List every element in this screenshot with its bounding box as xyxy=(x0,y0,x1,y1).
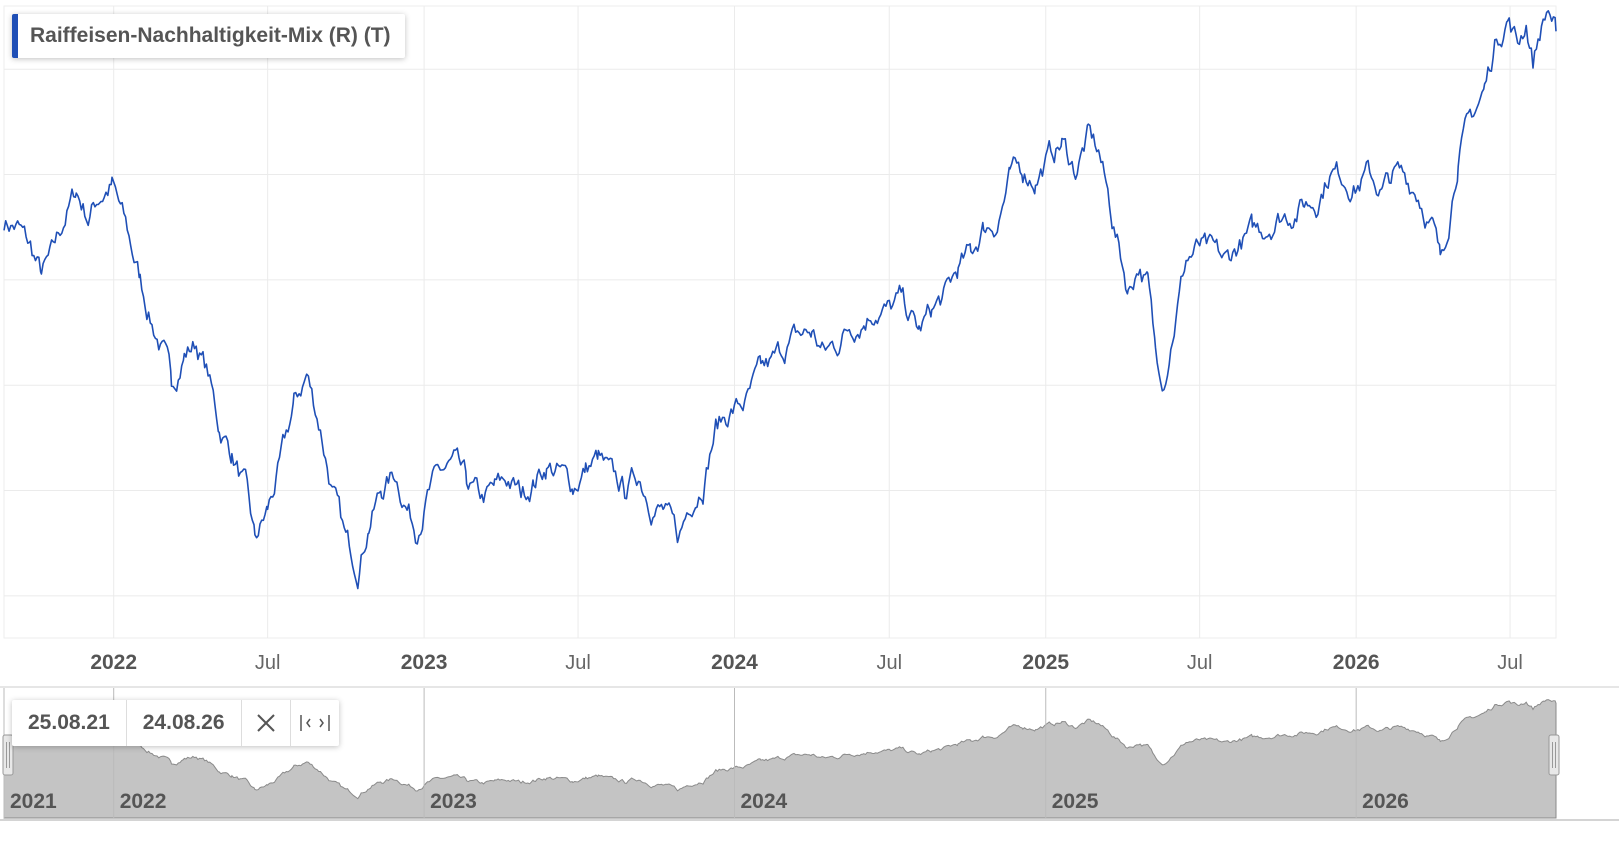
legend-swatch xyxy=(12,14,18,58)
x-tick-label: Jul xyxy=(876,652,902,674)
x-tick-label: 2022 xyxy=(90,651,137,674)
x-tick-label: Jul xyxy=(1497,652,1523,674)
pan-range-icon xyxy=(299,715,330,731)
navigator-tick-label: 2022 xyxy=(120,790,167,813)
x-tick-label: Jul xyxy=(255,652,281,674)
grid xyxy=(3,5,1557,639)
x-tick-label: Jul xyxy=(565,652,591,674)
x-axis: 2022 Jul 2023 Jul 2024 Jul 2025 Jul 2026 Jul xyxy=(90,651,1523,674)
navigator-tick-label: 2023 xyxy=(430,790,477,813)
pan-range-button[interactable] xyxy=(291,700,339,746)
x-tick-label: 2025 xyxy=(1022,651,1069,674)
range-selector: 25.08.21 24.08.26 xyxy=(12,700,339,746)
legend[interactable]: Raiffeisen-Nachhaltigkeit-Mix (R) (T) xyxy=(12,14,405,58)
x-tick-label: 2024 xyxy=(711,651,758,674)
navigator-handle-left[interactable] xyxy=(2,734,14,776)
x-tick-label: 2026 xyxy=(1333,651,1380,674)
navigator-handle-right[interactable] xyxy=(1548,734,1560,776)
range-to-input[interactable]: 24.08.26 xyxy=(127,700,242,746)
handle-grip[interactable] xyxy=(2,734,14,776)
series-layer xyxy=(3,10,1557,590)
legend-label: Raiffeisen-Nachhaltigkeit-Mix (R) (T) xyxy=(30,24,391,47)
navigator-tick-label: 2025 xyxy=(1052,790,1099,813)
plot-area xyxy=(3,5,1557,639)
navigator-area xyxy=(3,699,1557,819)
series-line xyxy=(3,10,1557,590)
close-icon xyxy=(256,714,275,732)
navigator-tick-label: 2024 xyxy=(741,790,788,813)
navigator-tick-label: 2026 xyxy=(1362,790,1409,813)
reset-range-button[interactable] xyxy=(242,700,291,746)
handle-grip[interactable] xyxy=(1548,734,1560,776)
x-tick-label: 2023 xyxy=(401,651,448,674)
navigator-tick-label: 2021 xyxy=(10,790,57,813)
x-tick-label: Jul xyxy=(1187,652,1213,674)
range-from-input[interactable]: 25.08.21 xyxy=(12,700,127,746)
